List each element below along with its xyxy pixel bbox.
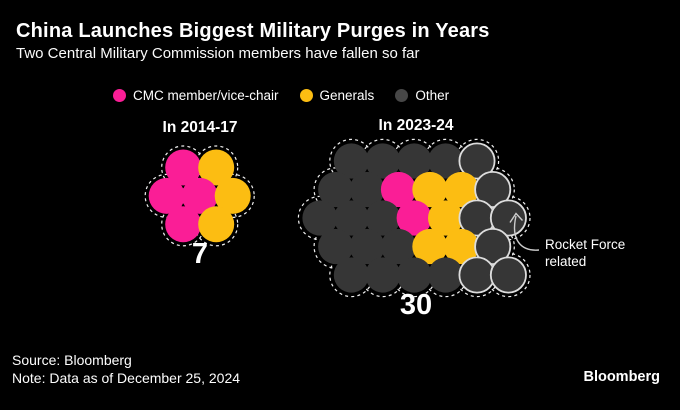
purge-circle-cmc <box>181 177 218 214</box>
legend-label-other: Other <box>415 88 450 103</box>
purge-circle-other <box>349 171 385 208</box>
chart-subtitle: Two Central Military Commission members … <box>16 45 420 62</box>
purge-circle-other <box>349 228 385 265</box>
cluster-total-2023-24: 30 <box>399 289 433 321</box>
purge-circle-rocket <box>474 227 512 265</box>
bloomberg-logo: Bloomberg <box>583 369 660 385</box>
purge-circle-general <box>412 171 448 208</box>
purge-circle-other <box>365 143 401 179</box>
purge-circle-general <box>443 228 479 265</box>
purge-circle-general <box>443 171 479 208</box>
purge-circle-other <box>396 257 432 293</box>
purge-circle-other <box>333 200 369 236</box>
purge-circle-general <box>214 177 251 214</box>
purge-circle-general <box>198 206 235 243</box>
purge-circle-cmc <box>396 200 432 236</box>
rocket-force-annotation: Rocket Force related <box>545 237 626 269</box>
purge-circle-other <box>365 200 401 236</box>
purge-circle-general <box>412 228 448 265</box>
purge-circle-cmc <box>380 171 417 208</box>
cluster-2023-24 <box>297 138 531 298</box>
purge-circle-other <box>396 143 432 179</box>
note-line: Note: Data as of December 25, 2024 <box>12 369 241 386</box>
chart-title: China Launches Biggest Military Purges i… <box>16 20 490 42</box>
cluster-total-2014-17: 7 <box>191 238 209 270</box>
legend-item-generals: Generals <box>299 88 375 103</box>
generals-color-dot-icon <box>299 89 313 102</box>
purge-circle-rocket <box>489 199 527 237</box>
legend-item-cmc: CMC member/vice-chair <box>113 88 279 103</box>
legend-label-cmc: CMC member/vice-chair <box>133 88 279 103</box>
purge-circle-other <box>365 257 401 293</box>
purge-circle-other <box>302 200 338 236</box>
legend-label-generals: Generals <box>319 88 375 103</box>
purge-circle-other <box>380 228 417 265</box>
cluster-2014-17 <box>144 145 255 247</box>
purge-circle-rocket <box>489 256 527 294</box>
annotation-arrow <box>509 212 540 251</box>
purge-circle-cmc <box>165 206 202 243</box>
purge-circle-other <box>428 257 464 293</box>
purge-circle-other <box>428 143 464 179</box>
source-line: Source: Bloomberg <box>12 352 132 368</box>
footer: Source: Bloomberg Note: Data as of Decem… <box>12 352 240 387</box>
purge-circle-rocket <box>458 256 496 294</box>
purge-circle-other <box>318 228 354 265</box>
purge-circle-general <box>198 149 235 186</box>
purge-circle-general <box>428 200 464 236</box>
legend-item-other: Other <box>395 88 449 103</box>
purge-circle-rocket <box>458 142 496 180</box>
legend: CMC member/vice-chair Generals Other <box>113 88 449 103</box>
cluster-label-2023-24: In 2023-24 <box>378 117 454 134</box>
purge-circle-other <box>333 143 369 179</box>
purge-circle-other <box>318 171 354 208</box>
cluster-label-2014-17: In 2014-17 <box>162 119 238 136</box>
purge-circle-cmc <box>148 177 185 214</box>
purge-circle-other <box>333 257 369 293</box>
cmc-color-dot-icon <box>113 89 126 102</box>
other-color-dot-icon <box>395 89 409 102</box>
purge-circle-rocket <box>474 170 512 208</box>
purge-circle-cmc <box>165 149 202 186</box>
